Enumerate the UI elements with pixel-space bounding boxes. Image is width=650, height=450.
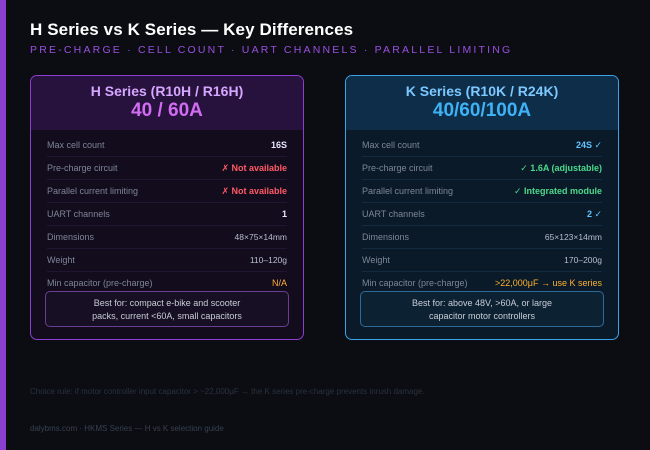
spec-value: >22,000μF → use K series — [495, 278, 602, 288]
spec-row-dimensions: Dimensions 48×75×14mm — [47, 226, 287, 249]
h-series-current-rating: 40 / 60A — [131, 100, 203, 121]
h-series-card: H Series (R10H / R16H) 40 / 60A Max cell… — [30, 75, 304, 340]
spec-value: 110–120g — [249, 255, 287, 265]
spec-value: 48×75×14mm — [234, 232, 287, 242]
spec-value: 170–200g — [564, 255, 602, 265]
spec-value: 2 ✓ — [586, 208, 602, 219]
spec-value: ✓ 1.6A (adjustable) — [520, 162, 602, 173]
left-accent-bar — [0, 0, 6, 450]
k-series-title: K Series (R10K / R24K) — [405, 83, 559, 99]
spec-value: ✓ Integrated module — [513, 185, 602, 196]
h-series-card-header: H Series (R10H / R16H) 40 / 60A — [31, 76, 303, 130]
spec-label: Max cell count — [362, 140, 420, 150]
spec-row-parallel-limiting: Parallel current limiting ✗ Not availabl… — [47, 180, 287, 203]
choice-rule-note: Choice rule: if motor controller input c… — [30, 387, 425, 396]
page-subtitle: PRE-CHARGE · CELL COUNT · UART CHANNELS … — [30, 44, 513, 56]
spec-row-uart-channels: UART channels 1 — [47, 203, 287, 226]
spec-value: N/A — [271, 278, 287, 288]
k-series-current-rating: 40/60/100A — [432, 100, 532, 121]
spec-value: 24S ✓ — [575, 139, 602, 150]
spec-label: Max cell count — [47, 140, 105, 150]
spec-value: ✗ Not available — [221, 162, 287, 173]
spec-row-max-cell-count: Max cell count 24S ✓ — [362, 134, 602, 157]
k-series-best-for-box: Best for: above 48V, >60A, or large capa… — [360, 291, 604, 327]
spec-label: Weight — [362, 255, 390, 265]
spec-label: Pre-charge circuit — [47, 163, 118, 173]
spec-row-dimensions: Dimensions 65×123×14mm — [362, 226, 602, 249]
spec-label: Dimensions — [362, 232, 410, 242]
spec-value: 65×123×14mm — [544, 232, 602, 242]
spec-label: Min capacitor (pre-charge) — [362, 278, 468, 288]
spec-label: Weight — [47, 255, 75, 265]
spec-label: Min capacitor (pre-charge) — [47, 278, 153, 288]
best-for-line: Best for: compact e-bike and scooter — [93, 298, 241, 308]
footer-source: dalybms.com · HKMS Series — H vs K selec… — [30, 424, 224, 433]
spec-label: UART channels — [47, 209, 110, 219]
k-series-card: K Series (R10K / R24K) 40/60/100A Max ce… — [345, 75, 619, 340]
spec-label: Parallel current limiting — [362, 186, 454, 196]
spec-label: Dimensions — [47, 232, 95, 242]
spec-label: Parallel current limiting — [47, 186, 139, 196]
best-for-line: capacitor motor controllers — [428, 311, 536, 321]
spec-label: UART channels — [362, 209, 425, 219]
h-series-spec-list: Max cell count 16S Pre-charge circuit ✗ … — [31, 134, 303, 295]
k-series-spec-list: Max cell count 24S ✓ Pre-charge circuit … — [346, 134, 618, 295]
spec-row-parallel-limiting: Parallel current limiting ✓ Integrated m… — [362, 180, 602, 203]
best-for-line: Best for: above 48V, >60A, or large — [411, 298, 552, 308]
spec-row-pre-charge: Pre-charge circuit ✓ 1.6A (adjustable) — [362, 157, 602, 180]
spec-row-pre-charge: Pre-charge circuit ✗ Not available — [47, 157, 287, 180]
spec-row-weight: Weight 170–200g — [362, 249, 602, 272]
spec-row-weight: Weight 110–120g — [47, 249, 287, 272]
spec-value: 1 — [281, 209, 287, 219]
page-title: H Series vs K Series — Key Differences — [30, 20, 354, 39]
spec-value: ✗ Not available — [221, 185, 287, 196]
h-series-title: H Series (R10H / R16H) — [90, 83, 244, 99]
best-for-line: packs, current <60A, small capacitors — [92, 311, 242, 321]
k-series-card-header: K Series (R10K / R24K) 40/60/100A — [346, 76, 618, 130]
spec-row-max-cell-count: Max cell count 16S — [47, 134, 287, 157]
spec-value: 16S — [270, 140, 287, 150]
h-series-best-for-box: Best for: compact e-bike and scooter pac… — [45, 291, 289, 327]
spec-label: Pre-charge circuit — [362, 163, 433, 173]
spec-row-uart-channels: UART channels 2 ✓ — [362, 203, 602, 226]
